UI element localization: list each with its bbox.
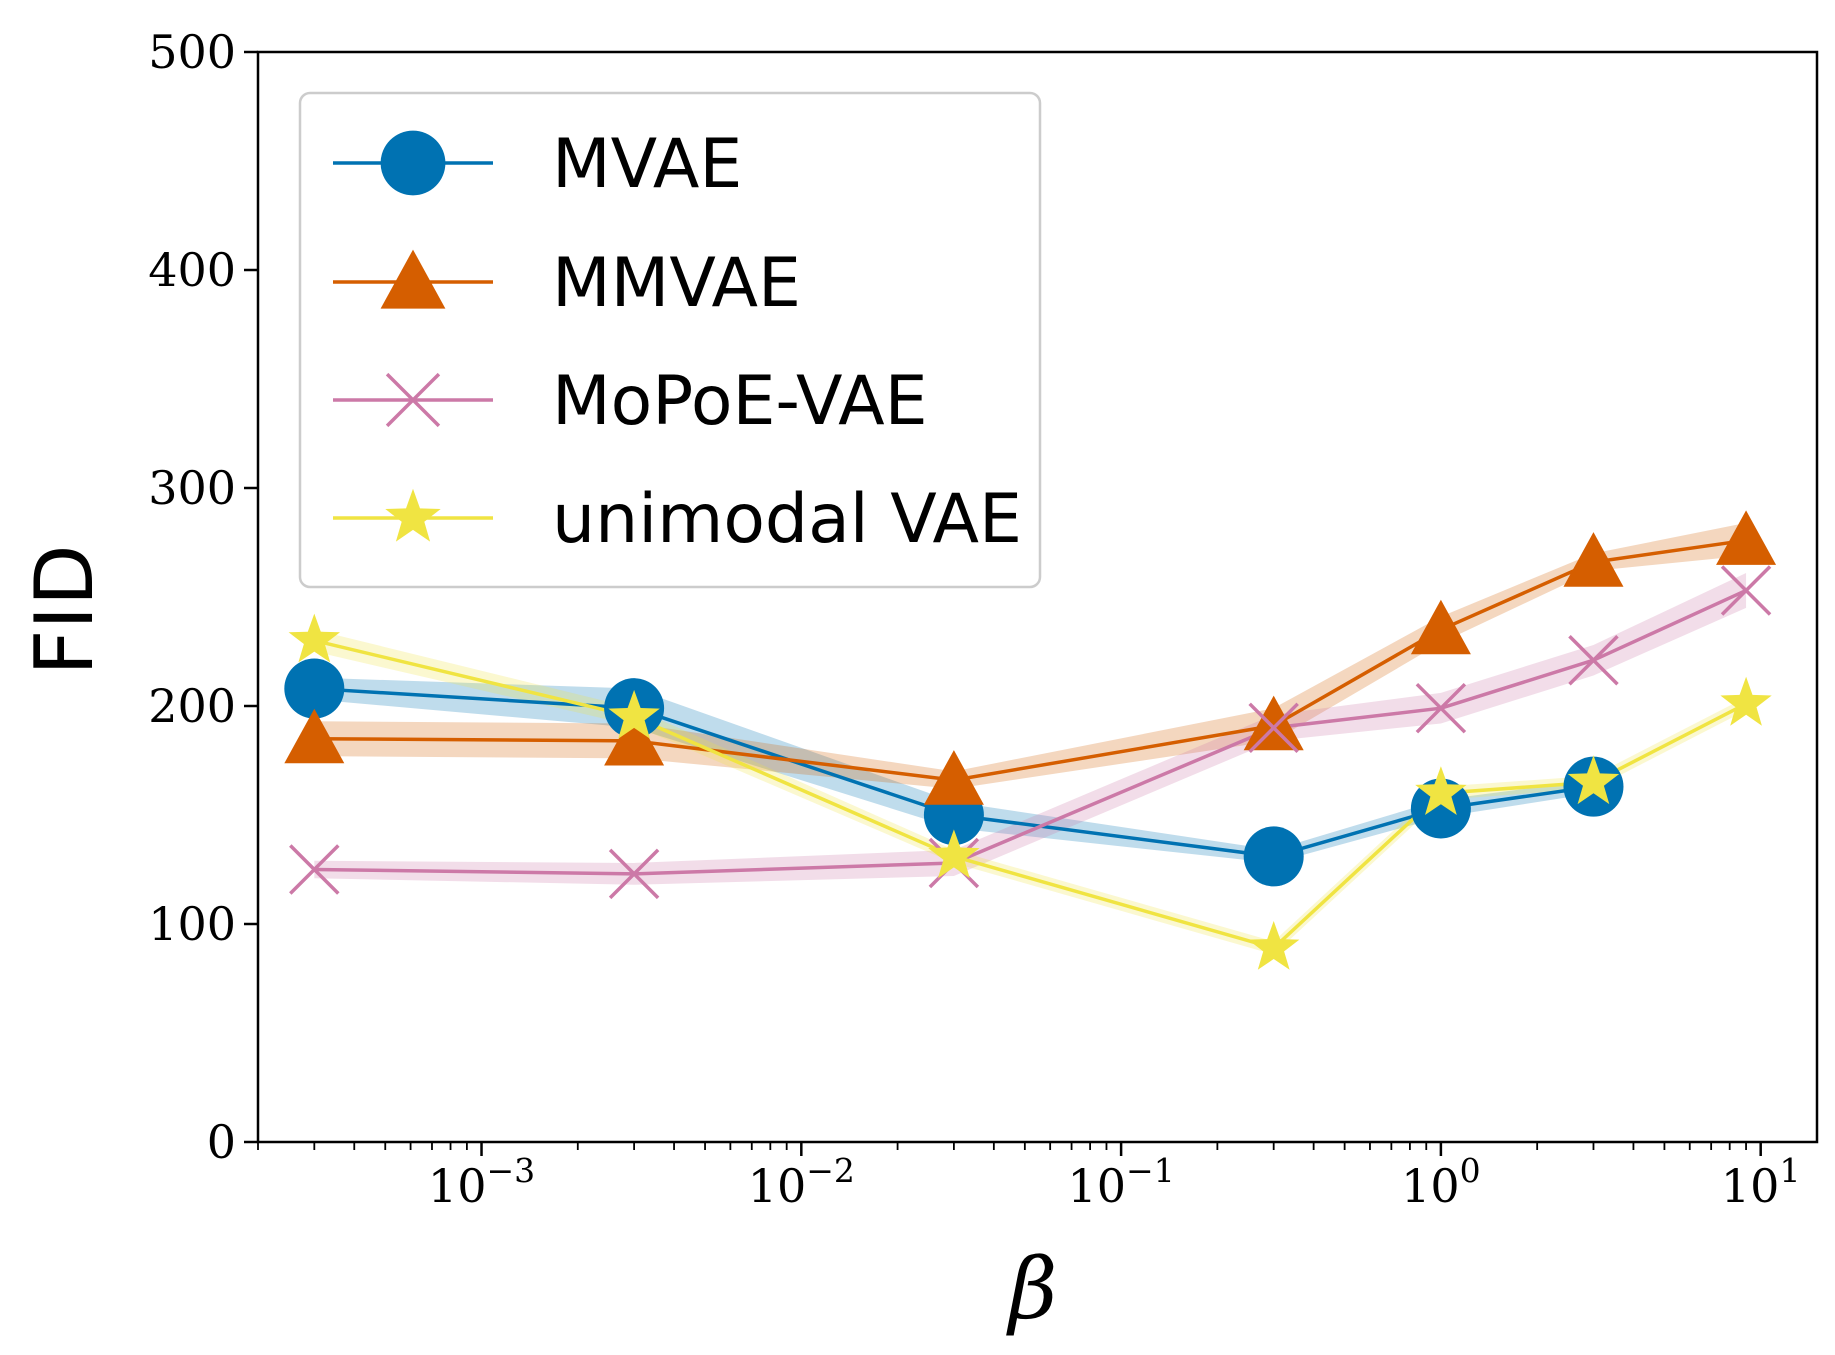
mmvae-point: [1243, 695, 1304, 751]
plot-frame: [256, 50, 1819, 1144]
y-tick-labels: 0 100 200 300 400 500: [148, 25, 236, 1169]
legend: MVAE MMVAE MoPoE-VAE unimodal VAE: [298, 91, 1042, 589]
unimodal-vae-point: [1720, 676, 1772, 726]
y-tick-label-300: 300: [148, 461, 236, 515]
mopoe-vae-point: [1720, 565, 1772, 616]
mmvae-point: [1563, 532, 1624, 587]
legend-label-mvae: MVAE: [552, 125, 742, 204]
unimodal-vae-point: [608, 689, 660, 739]
y-tick-label-100: 100: [148, 897, 236, 951]
legend-marker-mmvae: [380, 249, 446, 309]
mopoe-vae-point: [1415, 682, 1467, 734]
mopoe-vae-point: [1248, 702, 1299, 754]
y-axis-label: FID: [18, 544, 111, 675]
y-tick-label-0: 0: [207, 1115, 236, 1169]
legend-label-mopoe-vae: MoPoE-VAE: [552, 362, 928, 441]
mopoe-vae-point: [289, 844, 340, 895]
axis-ticks: [244, 50, 1762, 1156]
unimodal-vae-point: [288, 613, 340, 663]
legend-box: [298, 91, 1042, 589]
x-axis-label: β: [1006, 1240, 1058, 1338]
mmvae-point: [923, 750, 984, 805]
unimodal-vae-point: [928, 829, 980, 879]
mvae-point: [1410, 778, 1471, 839]
legend-marker-mopoe-vae: [385, 372, 441, 428]
series-markers: [284, 510, 1777, 970]
x-tick-label: 10−3: [428, 1151, 535, 1213]
mmvae-point: [1410, 599, 1471, 655]
mmvae-point: [1716, 510, 1777, 565]
y-tick-label-200: 200: [148, 679, 236, 733]
unimodal-vae-point: [1567, 755, 1620, 805]
y-tick-label-400: 400: [148, 243, 236, 297]
legend-marker-unimodal-vae: [385, 488, 441, 542]
mopoe-vae-point: [1568, 634, 1619, 686]
mvae-point: [1243, 826, 1304, 887]
mopoe-vae-band: [314, 573, 1747, 885]
unimodal-vae-point: [1415, 766, 1467, 815]
mvae-point: [284, 658, 345, 719]
legend-label-mmvae: MMVAE: [552, 244, 801, 323]
mmvae-point: [284, 708, 345, 764]
x-tick-label: 10−1: [1068, 1151, 1175, 1213]
y-tick-label-500: 500: [148, 25, 236, 79]
x-tick-label: 100: [1401, 1151, 1481, 1213]
unimodal-vae-point: [1248, 921, 1300, 970]
x-tick-label: 101: [1721, 1151, 1801, 1213]
x-tick-label: 10−2: [748, 1151, 855, 1213]
legend-marker-mvae: [380, 130, 446, 196]
x-tick-labels: 10−3 10−2 10−1 100 101: [428, 1151, 1801, 1213]
legend-label-unimodal-vae: unimodal VAE: [552, 480, 1022, 559]
mopoe-vae-point: [608, 848, 660, 900]
mmvae-point: [604, 710, 665, 766]
